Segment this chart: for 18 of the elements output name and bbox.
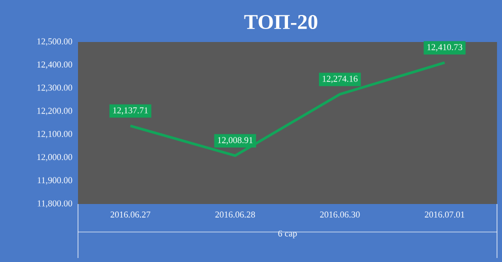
y-tick-label: 12,400.00 [37,61,72,69]
x-tick-label: 2016.06.28 [215,212,255,218]
x-tick-label: 2016.06.30 [320,212,360,218]
data-label: 12,008.91 [218,137,253,144]
x-tick-label: 2016.06.27 [110,212,150,218]
chart-title: ТОП-20 [244,14,318,30]
data-label: 12,274.16 [322,76,358,84]
x-tick-label: 2016.07.01 [424,212,464,218]
y-tick-label: 12,000.00 [37,154,72,162]
y-tick-label: 12,300.00 [37,84,72,92]
y-tick-label: 11,800.00 [38,200,72,208]
y-tick-label: 12,100.00 [37,130,72,138]
data-label: 12,410.73 [427,44,462,52]
y-tick-label: 12,500.00 [37,38,72,46]
data-label: 12,137.71 [113,107,148,115]
y-tick-label: 11,900.00 [38,177,72,185]
y-tick-label: 12,200.00 [37,108,72,116]
x-axis-title: 6 сар [278,230,297,238]
